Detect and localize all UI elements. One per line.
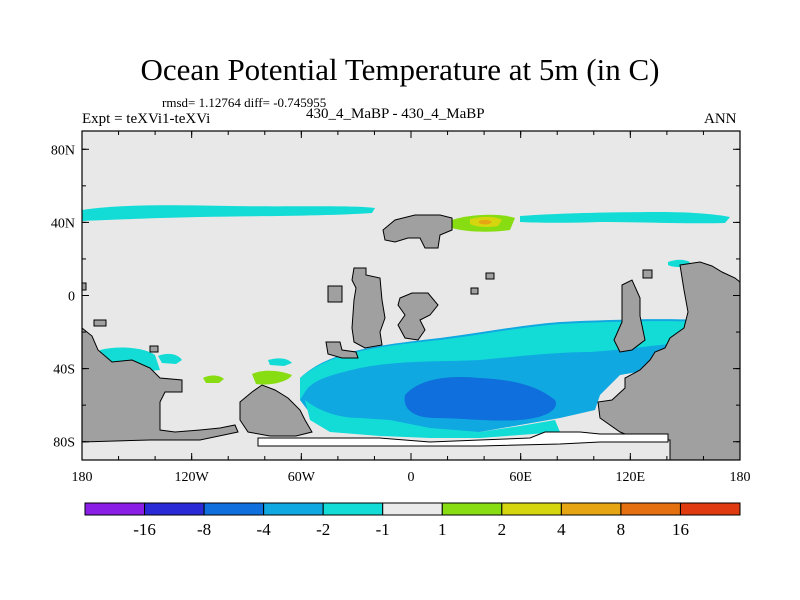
colorbar-swatch bbox=[382, 502, 443, 516]
y-tick-label: 40S bbox=[53, 363, 75, 378]
land-mass-equatorial-b bbox=[397, 292, 439, 341]
south-pacific-cool-patch-3 bbox=[268, 358, 292, 366]
south-pacific-warm-patch-2 bbox=[203, 375, 224, 383]
southern-margin-strip bbox=[257, 431, 669, 447]
land-mass-antarctic-peninsula-west bbox=[239, 384, 313, 437]
y-tick-label: 40N bbox=[51, 216, 75, 231]
south-pacific-warm-patch-1 bbox=[252, 370, 292, 385]
colorbar-label: 16 bbox=[672, 520, 689, 539]
colorbar-swatch bbox=[84, 502, 146, 516]
land-mass-equatorial-a bbox=[351, 267, 386, 349]
southern-ocean-cyan-south bbox=[305, 400, 560, 438]
chart-title: Ocean Potential Temperature at 5m (in C) bbox=[140, 52, 660, 87]
x-tick-label: 60E bbox=[509, 470, 532, 485]
north-pacific-cool-band bbox=[82, 205, 375, 221]
x-tick-label: 180 bbox=[72, 470, 93, 485]
colorbar-swatch bbox=[501, 502, 562, 516]
north-warm-patch-peak bbox=[479, 219, 492, 225]
colorbar-swatch bbox=[620, 502, 681, 516]
colorbar-swatch bbox=[441, 502, 503, 516]
map-panel bbox=[81, 130, 741, 461]
southern-ocean-cold-core bbox=[404, 376, 556, 421]
stats-text: rmsd= 1.12764 diff= -0.745955 bbox=[162, 95, 327, 110]
land-mass-south-america-west bbox=[81, 326, 239, 443]
y-tick-label: 0 bbox=[68, 290, 75, 305]
north-atlantic-cool-band bbox=[520, 212, 730, 224]
colorbar-swatch bbox=[144, 502, 205, 516]
colorbar-label: -1 bbox=[376, 520, 390, 539]
colorbar-label: -16 bbox=[133, 520, 156, 539]
land-mass-east bbox=[597, 261, 741, 461]
land-mass-north-a bbox=[382, 214, 453, 249]
land-masses bbox=[81, 214, 741, 461]
anomaly-fields bbox=[82, 205, 730, 438]
colorbar-label: -4 bbox=[257, 520, 272, 539]
season-label: ANN bbox=[704, 111, 737, 127]
south-pacific-cool-patch-2 bbox=[158, 353, 182, 364]
x-tick-label: 120W bbox=[175, 470, 210, 485]
land-mass-islet-4 bbox=[93, 319, 107, 327]
y-axis: 80N 40N 0 40S 80S bbox=[51, 143, 740, 451]
land-mass-tropical-e bbox=[613, 279, 646, 353]
land-mass-equatorial-d bbox=[325, 341, 359, 359]
experiment-label: Expt = teXVi1-teXVi bbox=[82, 111, 211, 127]
case-label: 430_4_MaBP - 430_4_MaBP bbox=[306, 106, 485, 122]
land-mass-islet-3 bbox=[642, 269, 653, 279]
colorbar-swatch bbox=[679, 502, 741, 516]
colorbar: -16 -8 -4 -2 -1 1 2 4 8 16 bbox=[84, 502, 741, 539]
x-axis: 180 120W 60W 0 60E 120E 180 bbox=[72, 131, 751, 485]
colorbar-label: 1 bbox=[438, 520, 447, 539]
colorbar-label: 4 bbox=[557, 520, 566, 539]
land-mass-equatorial-c bbox=[327, 285, 343, 303]
colorbar-swatch bbox=[322, 502, 384, 516]
land-mass-islet-5 bbox=[149, 345, 159, 353]
y-tick-label: 80S bbox=[53, 436, 75, 451]
colorbar-swatch bbox=[203, 502, 265, 516]
land-mass-islet-2 bbox=[470, 287, 479, 295]
colorbar-label: 8 bbox=[617, 520, 626, 539]
southern-ocean-cyan-outer bbox=[300, 321, 702, 400]
land-mass-islet-1 bbox=[485, 272, 495, 280]
x-tick-label: 0 bbox=[408, 470, 415, 485]
x-tick-label: 120E bbox=[616, 470, 646, 485]
x-tick-label: 180 bbox=[730, 470, 751, 485]
colorbar-label: 2 bbox=[498, 520, 507, 539]
y-tick-label: 80N bbox=[51, 143, 75, 158]
x-tick-label: 60W bbox=[288, 470, 316, 485]
colorbar-swatch bbox=[560, 502, 622, 516]
colorbar-label: -8 bbox=[197, 520, 211, 539]
colorbar-label: -2 bbox=[316, 520, 330, 539]
colorbar-swatch bbox=[263, 502, 324, 516]
